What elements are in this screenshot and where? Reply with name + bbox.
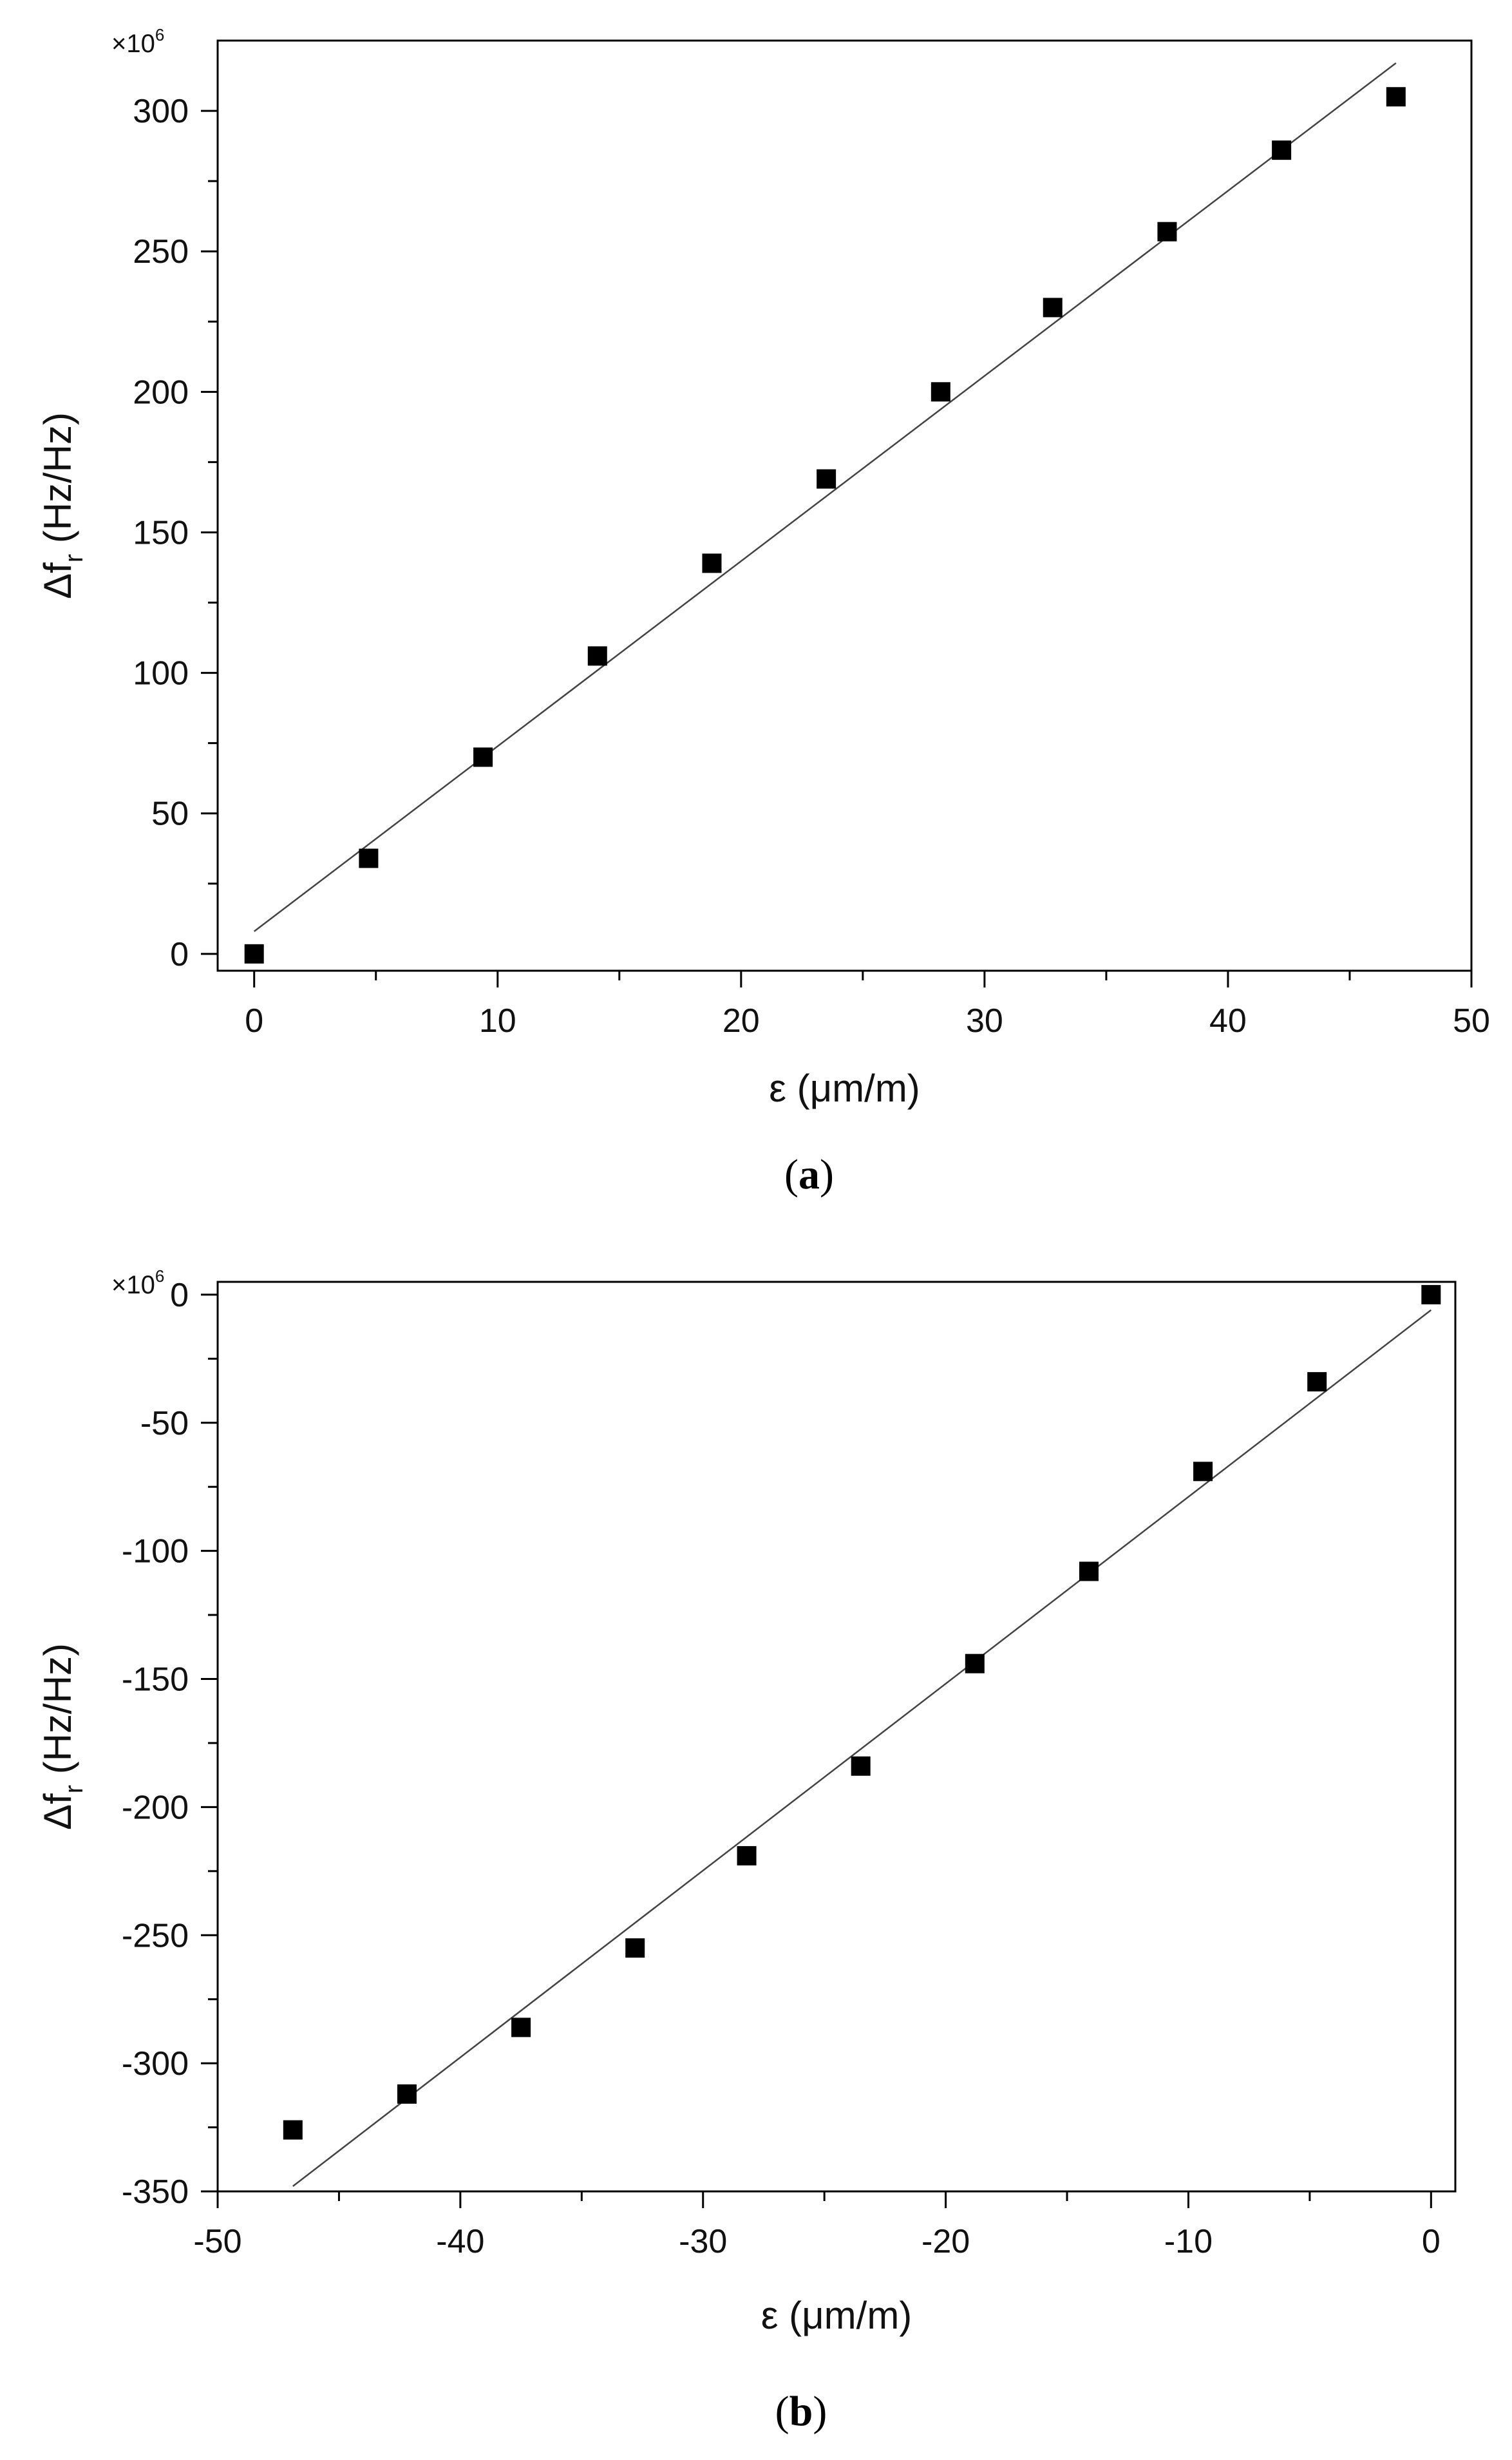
data-point [1193,1462,1213,1482]
y-axis-label: Δfr (Hz/Hz) [36,1643,88,1830]
y-multiplier-exponent: 6 [155,1266,164,1286]
data-point [473,747,493,767]
y-tick-label: 150 [133,514,189,551]
y-multiplier: ×106 [111,1266,164,1299]
data-point [702,553,722,573]
data-point [1386,87,1406,107]
y-tick-label: -350 [122,2173,189,2211]
panel-label-letter: b [789,2388,813,2435]
y-multiplier: ×106 [111,25,164,58]
data-point [1421,1284,1441,1304]
panel-label: (a) [784,1151,834,1198]
y-axis-label-subscript: r [60,554,88,562]
data-point [359,848,379,868]
panel-label-close-paren: ) [813,2388,827,2435]
y-multiplier-base: ×10 [111,1271,155,1299]
chart-panel-a: 0 10 20 30 40 50 0 50 100 150 200 250 300 ×106 ε (μm/m… [36,25,1490,1198]
y-tick-label: 50 [151,796,189,833]
data-point [1272,140,1292,160]
data-point [965,1654,985,1673]
y-axis-label-subscript: r [60,1785,88,1793]
y-tick-label: 0 [170,1277,189,1314]
x-tick-label: 50 [1453,1002,1490,1040]
data-point [244,944,264,964]
x-tick-label: -20 [921,2223,970,2260]
data-point [737,1845,757,1865]
x-tick-label: -10 [1164,2223,1213,2260]
y-axis-label-main: Δf [36,1793,79,1830]
data-point [851,1756,871,1776]
panel-label: (b) [775,2388,827,2435]
chart-panel-b: -50 -40 -30 -20 -10 00-50-100-150-200-250-300… [36,1266,1457,2435]
data-point [1079,1561,1099,1581]
y-tick-label: -150 [122,1661,189,1699]
y-tick-label: -250 [122,1917,189,1954]
x-tick-label: -30 [679,2223,727,2260]
x-tick-label: -50 [193,2223,241,2260]
y-axis-label-main: Δf [36,562,79,599]
y-tick-label: 250 [133,233,189,271]
y-tick-label: -100 [122,1533,189,1570]
x-axis-label: ε (μm/m) [761,2294,912,2337]
y-tick-label: 300 [133,93,189,130]
y-tick-label: -50 [140,1405,189,1442]
x-tick-label: 20 [723,1002,760,1040]
data-point [1157,222,1177,242]
fit-line [292,1309,1432,2188]
y-multiplier-exponent: 6 [155,25,164,44]
x-tick-label: 0 [245,1002,263,1040]
plot-frame [216,39,1473,972]
data-point [283,2120,303,2140]
y-tick-label: -200 [122,1789,189,1826]
panel-label-open-paren: ( [775,2388,789,2435]
y-tick-label: 100 [133,655,189,692]
data-point [397,2084,417,2104]
data-point [817,469,836,489]
data-point [1307,1372,1327,1392]
y-axis-label-unit: (Hz/Hz) [36,1643,79,1785]
data-point [625,1938,645,1958]
y-tick-label: -300 [122,2045,189,2083]
panel-label-letter: a [799,1151,820,1198]
x-tick-label: 0 [1422,2223,1441,2260]
panel-label-open-paren: ( [784,1151,799,1198]
y-axis-label: Δfr (Hz/Hz) [36,412,88,599]
y-tick-label: 0 [170,936,189,973]
x-tick-label: 40 [1209,1002,1247,1040]
data-point [587,646,607,666]
fit-line [253,62,1397,932]
x-axis-label: ε (μm/m) [769,1067,920,1110]
plot-frame [216,1281,1457,2193]
data-point [511,2017,531,2037]
x-tick-label: 10 [479,1002,516,1040]
x-tick-label: 30 [966,1002,1003,1040]
x-tick-label: -40 [436,2223,484,2260]
y-tick-label: 200 [133,374,189,411]
y-axis-label-unit: (Hz/Hz) [36,412,79,554]
panel-label-close-paren: ) [820,1151,834,1198]
data-point [931,382,950,402]
data-point [1043,298,1063,318]
y-multiplier-base: ×10 [111,30,155,58]
